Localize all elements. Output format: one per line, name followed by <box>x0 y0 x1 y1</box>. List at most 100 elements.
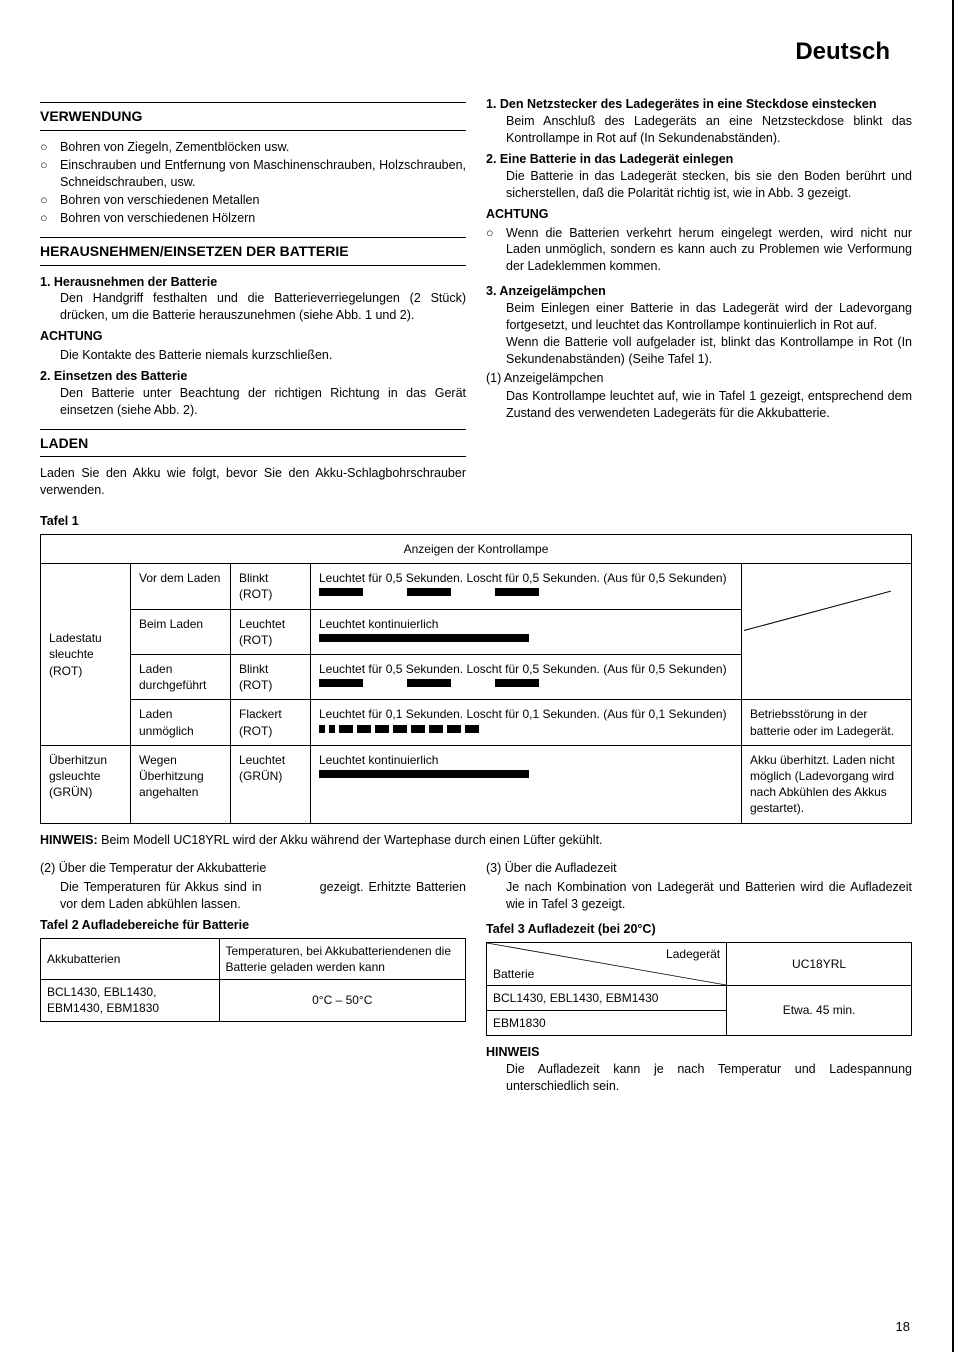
battery-column: BCL1430, EBL1430, EBM1430 EBM1830 <box>487 986 727 1035</box>
diagonal-slash-icon <box>750 604 890 659</box>
lower-two-column: (2) Über die Temperatur der Akkubatterie… <box>40 858 912 1095</box>
tafel1-label: Tafel 1 <box>40 513 912 530</box>
item-body: Beim Anschluß des Ladegeräts an eine Net… <box>486 113 912 147</box>
signal-blink-icon <box>319 588 733 596</box>
cell: Blinkt (ROT) <box>231 655 311 700</box>
cell: Leuchtet für 0,5 Sekunden. Loscht für 0,… <box>311 655 742 700</box>
achtung-list: Wenn die Batterien verkehrt herum eingel… <box>486 225 912 276</box>
item-head: 2. Eine Batterie in das Ladegerät einleg… <box>486 151 912 168</box>
tafel3-body: BCL1430, EBL1430, EBM1430 EBM1830 Etwa. … <box>487 986 911 1035</box>
cell: Leuchtet kontinuierlich <box>311 745 742 823</box>
diagonal-header-cell: Ladegerät Batterie <box>487 943 726 985</box>
item-head: 2. Einsetzen des Batterie <box>40 368 466 385</box>
language-header: Deutsch <box>40 30 912 68</box>
cell-empty-diagonal <box>742 564 912 700</box>
paren-item-head: (2) Über die Temperatur der Akkubatterie <box>40 860 466 877</box>
cell: Beim Laden <box>131 609 231 654</box>
signal-text: Leuchtet kontinuierlich <box>319 752 733 768</box>
hinweis-head: HINWEIS <box>486 1044 912 1061</box>
cell: Temperaturen, bei Akkubatteriendenen die… <box>219 938 466 979</box>
item-body: Wenn die Batterie voll aufgelader ist, b… <box>486 334 912 368</box>
lower-right-column: (3) Über die Aufladezeit Je nach Kombina… <box>486 858 912 1095</box>
item-head: 1. Herausnehmen der Batterie <box>40 274 466 291</box>
signal-solid-icon <box>319 634 529 642</box>
hinweis-body: Die Aufladezeit kann je nach Temperatur … <box>486 1061 912 1095</box>
tafel1-table: Anzeigen der Kontrollampe Ladestatu sleu… <box>40 534 912 823</box>
heading-verwendung: VERWENDUNG <box>40 102 466 131</box>
paren-item-head: (1) Anzeigelämpchen <box>486 370 912 387</box>
signal-text: Leuchtet für 0,5 Sekunden. Loscht für 0,… <box>319 661 733 677</box>
list-item: Wenn die Batterien verkehrt herum eingel… <box>486 225 912 276</box>
achtung-label: ACHTUNG <box>486 206 912 223</box>
heading-herausnehmen: HERAUSNEHMEN/EINSETZEN DER BATTERIE <box>40 237 466 266</box>
cell: EBM1830 <box>487 1011 726 1035</box>
cell: Leuchtet (GRÜN) <box>231 745 311 823</box>
cell: Vor dem Laden <box>131 564 231 609</box>
list-item: Bohren von verschiedenen Metallen <box>40 192 466 209</box>
numbered-item: 1. Den Netzstecker des Ladegerätes in ei… <box>486 96 912 147</box>
signal-text: Leuchtet kontinuierlich <box>319 616 733 632</box>
signal-text: Leuchtet für 0,5 Sekunden. Loscht für 0,… <box>319 570 733 586</box>
table-header: Anzeigen der Kontrollampe <box>41 535 912 564</box>
item-body: Den Batterie unter Beachtung der richtig… <box>40 385 466 419</box>
tafel3-header-row: Ladegerät Batterie UC18YRL <box>487 943 911 986</box>
signal-solid-icon <box>319 770 529 778</box>
cell: Leuchtet für 0,5 Sekunden. Loscht für 0,… <box>311 564 742 609</box>
row-group-label: Überhitzun gsleuchte (GRÜN) <box>41 745 131 823</box>
cell: Leuchtet (ROT) <box>231 609 311 654</box>
hinweis-text: Beim Modell UC18YRL wird der Akku währen… <box>98 833 603 847</box>
item-body: Beim Einlegen einer Batterie in das Lade… <box>486 300 912 334</box>
hinweis-prefix: HINWEIS: <box>40 833 98 847</box>
item-head: 1. Den Netzstecker des Ladegerätes in ei… <box>486 96 912 113</box>
right-column: 1. Den Netzstecker des Ladegerätes in ei… <box>486 92 912 499</box>
list-item: Einschrauben und Entfernung von Maschine… <box>40 157 466 191</box>
label-text: Tafel 3 Aufladezeit (bei 20°C) <box>486 922 656 936</box>
label-text: Tafel 2 Aufladebereiche für Batterie <box>40 918 249 932</box>
signal-text: Leuchtet für 0,1 Sekunden. Loscht für 0,… <box>319 706 733 722</box>
page: Deutsch VERWENDUNG Bohren von Ziegeln, Z… <box>0 0 954 1352</box>
laden-body: Laden Sie den Akku wie folgt, bevor Sie … <box>40 465 466 499</box>
cell: Akku überhitzt. Laden nicht möglich (Lad… <box>742 745 912 823</box>
cell: Leuchtet kontinuierlich <box>311 609 742 654</box>
cell: Laden unmöglich <box>131 700 231 745</box>
diag-top-label: Ladegerät <box>666 946 720 962</box>
row-group-label: Ladestatu sleuchte (ROT) <box>41 564 131 746</box>
cell: Wegen Überhitzung angehalten <box>131 745 231 823</box>
numbered-item: 1. Herausnehmen der Batterie Den Handgri… <box>40 274 466 325</box>
cell: Laden durchgeführt <box>131 655 231 700</box>
item-body: Den Handgriff festhalten und die Batteri… <box>40 290 466 324</box>
cell: Akkubatterien <box>41 938 220 979</box>
cell: Blinkt (ROT) <box>231 564 311 609</box>
hinweis-line: HINWEIS: Beim Modell UC18YRL wird der Ak… <box>40 832 912 849</box>
heading-laden: LADEN <box>40 429 466 458</box>
two-column-layout: VERWENDUNG Bohren von Ziegeln, Zementblö… <box>40 92 912 499</box>
left-column: VERWENDUNG Bohren von Ziegeln, Zementblö… <box>40 92 466 499</box>
signal-blink-icon <box>319 679 733 687</box>
numbered-item: 2. Eine Batterie in das Ladegerät einleg… <box>486 151 912 202</box>
verwendung-list: Bohren von Ziegeln, Zementblöcken usw. E… <box>40 139 466 226</box>
numbered-item: 2. Einsetzen des Batterie Den Batterie u… <box>40 368 466 419</box>
tafel3-label: Tafel 3 Aufladezeit (bei 20°C) <box>486 921 912 938</box>
value-cell: Etwa. 45 min. <box>727 986 911 1035</box>
header-cell: UC18YRL <box>726 943 911 985</box>
achtung-label: ACHTUNG <box>40 328 466 345</box>
paren-item-body: Je nach Kombination von Ladegerät und Ba… <box>486 879 912 913</box>
tafel3-table: Ladegerät Batterie UC18YRL BCL1430, EBL1… <box>486 942 912 1036</box>
tafel2-label: Tafel 2 Aufladebereiche für Batterie <box>40 917 466 934</box>
paren-item-head: (3) Über die Aufladezeit <box>486 860 912 877</box>
cell: Flackert (ROT) <box>231 700 311 745</box>
cell: Leuchtet für 0,1 Sekunden. Loscht für 0,… <box>311 700 742 745</box>
cell: Betriebsstörung in der batterie oder im … <box>742 700 912 745</box>
item-body: Die Batterie in das Ladegerät stecken, b… <box>486 168 912 202</box>
cell: BCL1430, EBL1430, EBM1430 <box>487 986 726 1011</box>
page-number: 18 <box>896 1318 910 1336</box>
paren-item-body: Die Temperaturen für Akkus sind in gezei… <box>40 879 466 913</box>
list-item: Bohren von verschiedenen Hölzern <box>40 210 466 227</box>
signal-flicker-icon <box>319 725 733 733</box>
hinweis-block: HINWEIS Die Aufladezeit kann je nach Tem… <box>486 1044 912 1095</box>
list-item: Bohren von Ziegeln, Zementblöcken usw. <box>40 139 466 156</box>
diag-bottom-label: Batterie <box>493 966 534 982</box>
item-head: 3. Anzeigelämpchen <box>486 283 912 300</box>
achtung-body: Die Kontakte des Batterie niemals kurzsc… <box>40 347 466 364</box>
numbered-item: 3. Anzeigelämpchen Beim Einlegen einer B… <box>486 283 912 367</box>
